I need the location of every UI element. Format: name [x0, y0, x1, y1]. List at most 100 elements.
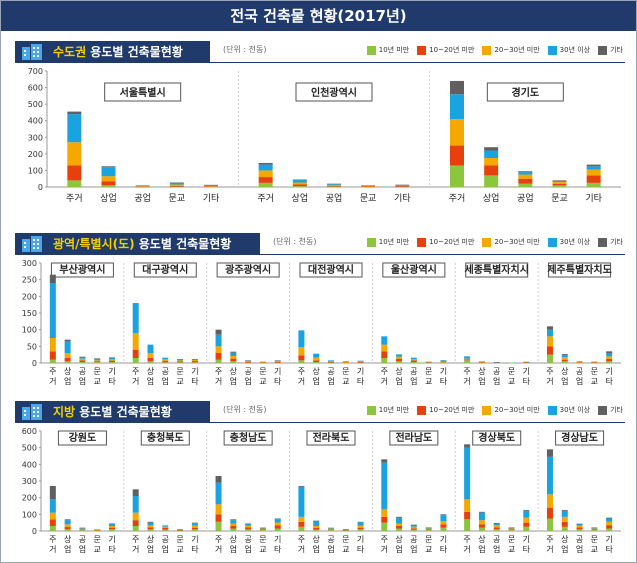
- bar-segment: [258, 170, 273, 178]
- legend-item: 30년 이상: [547, 45, 590, 55]
- x-category-label: 주거: [66, 193, 83, 204]
- bar-segment: [147, 521, 154, 523]
- legend-swatch: [598, 237, 608, 247]
- x-category-char: 업: [147, 545, 154, 554]
- bar-segment: [259, 362, 266, 364]
- x-category-char: 상: [147, 366, 155, 376]
- bar-segment: [546, 336, 553, 347]
- bar-segment: [258, 177, 273, 183]
- x-category-char: 기: [191, 535, 198, 544]
- x-category-char: 공: [79, 367, 86, 376]
- x-category-char: 거: [381, 377, 388, 386]
- legend-label: 20~30년 미만: [494, 238, 540, 246]
- bar-segment: [395, 186, 410, 187]
- group-label: 경기도: [512, 86, 540, 99]
- x-category-char: 주: [463, 367, 470, 376]
- bar-segment: [396, 517, 403, 524]
- bar-segment: [230, 523, 237, 526]
- x-category-char: 거: [215, 545, 222, 554]
- bar-segment: [169, 182, 184, 184]
- x-category-char: 업: [64, 377, 71, 386]
- group-label-box: [104, 82, 182, 102]
- bar-segment: [292, 180, 307, 183]
- x-category-char: 교: [508, 377, 515, 386]
- x-category-char: 공: [576, 367, 583, 376]
- x-category-char: 교: [259, 545, 266, 554]
- bar-segment: [132, 489, 139, 496]
- bar-segment: [292, 184, 307, 187]
- group-label-box: [389, 430, 439, 446]
- bar-segment: [327, 183, 341, 185]
- bar-segment: [396, 516, 403, 518]
- bar-segment: [606, 353, 613, 357]
- bar-segment: [523, 511, 530, 518]
- bar-segment: [328, 529, 334, 531]
- group-label-box: [50, 262, 114, 278]
- bar-segment: [464, 519, 471, 531]
- bar-segment: [606, 361, 613, 363]
- bar-segment: [274, 360, 281, 361]
- x-category-char: 주: [132, 535, 139, 544]
- bar-segment: [67, 180, 82, 187]
- bar-segment: [132, 303, 139, 333]
- bar-segment: [313, 360, 320, 362]
- legend-swatch: [417, 45, 427, 55]
- group-label-box: [555, 430, 605, 446]
- bar-segment: [101, 176, 116, 182]
- x-category-char: 공: [493, 535, 500, 544]
- bar-segment: [395, 185, 410, 186]
- bar-segment: [162, 359, 169, 361]
- legend-item: 30년 이상: [547, 237, 590, 247]
- x-category-char: 교: [508, 545, 515, 554]
- group-label-box: [223, 430, 273, 446]
- bar-segment: [440, 360, 447, 362]
- x-category-label: 문교: [551, 193, 568, 204]
- bar-segment: [552, 181, 567, 183]
- bar-segment: [162, 525, 169, 526]
- bar-segment: [327, 184, 341, 186]
- bar-segment: [109, 526, 116, 528]
- bar-segment: [591, 528, 598, 530]
- bar-segment: [606, 521, 613, 526]
- x-category-char: 문: [425, 535, 432, 544]
- bar-segment: [245, 525, 252, 528]
- bar-segment: [94, 360, 101, 362]
- bar-segment: [259, 528, 266, 530]
- section-title-box: 수도권 용도별 건축물현황: [15, 41, 210, 63]
- x-category-char: 기: [274, 367, 281, 376]
- legend-label: 기타: [610, 46, 623, 54]
- bar-segment: [552, 182, 567, 184]
- bar-segment: [523, 522, 530, 527]
- bar-segment: [162, 361, 169, 363]
- bar-segment: [410, 524, 417, 526]
- bar-segment: [94, 529, 101, 530]
- bar-segment: [274, 522, 281, 526]
- legend-item: 10년 미만: [366, 237, 409, 247]
- bar-segment: [357, 529, 364, 531]
- building-icon: [22, 44, 42, 60]
- bar-segment: [361, 186, 376, 188]
- legend-item: 기타: [598, 237, 623, 247]
- bar-segment: [101, 167, 116, 177]
- group-label-box: [465, 262, 529, 278]
- x-category-char: 타: [274, 545, 282, 554]
- bar-segment: [396, 523, 403, 526]
- x-category-char: 문: [94, 535, 101, 544]
- y-tick-label: 200: [28, 150, 43, 159]
- bar-segment: [328, 360, 334, 362]
- bar-segment: [313, 520, 320, 522]
- bar-segment: [561, 510, 568, 511]
- bar-segment: [381, 522, 388, 531]
- bar-segment: [508, 529, 515, 531]
- bar-segment: [576, 362, 583, 364]
- section-title-rest: 용도별 건축물현황: [75, 405, 172, 419]
- group-label: 전라남도: [395, 431, 432, 444]
